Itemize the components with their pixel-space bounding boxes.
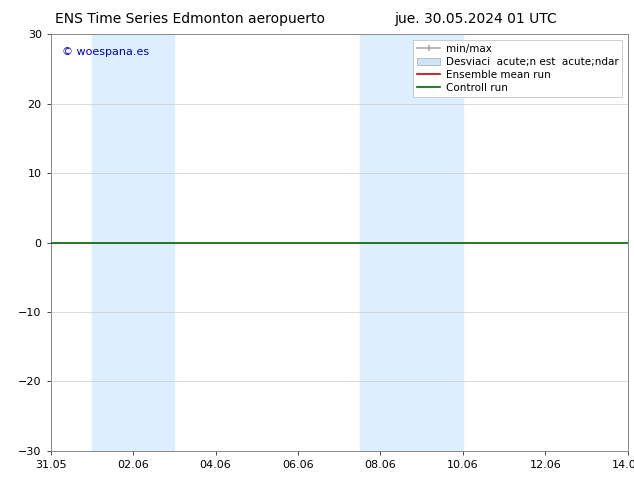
- Bar: [92, 34, 174, 451]
- Bar: [359, 34, 463, 451]
- Legend: min/max, Desviaci  acute;n est  acute;ndar, Ensemble mean run, Controll run: min/max, Desviaci acute;n est acute;ndar…: [413, 40, 623, 97]
- Text: jue. 30.05.2024 01 UTC: jue. 30.05.2024 01 UTC: [394, 12, 557, 26]
- Text: ENS Time Series Edmonton aeropuerto: ENS Time Series Edmonton aeropuerto: [55, 12, 325, 26]
- Text: © woespana.es: © woespana.es: [62, 47, 150, 57]
